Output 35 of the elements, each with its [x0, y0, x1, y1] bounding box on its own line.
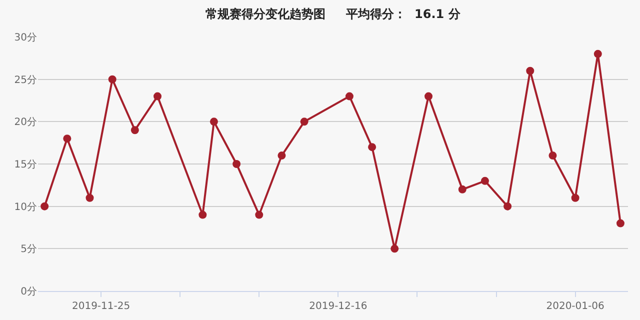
point — [154, 92, 162, 100]
point — [548, 152, 557, 160]
point — [63, 134, 72, 143]
point — [616, 219, 624, 228]
x-tick-label: 2019-11-25 — [72, 301, 130, 312]
point — [108, 75, 116, 84]
y-tick-label: 10分 — [14, 200, 37, 213]
y-tick-label: 5分 — [20, 243, 37, 256]
point — [390, 244, 399, 253]
x-tick-label: 2019-12-16 — [309, 301, 368, 312]
point — [345, 92, 354, 100]
chart-title: 常规赛得分变化趋势图 平均得分： 16.1 分 — [205, 7, 462, 21]
point — [300, 118, 308, 126]
y-tick-label: 15分 — [14, 158, 37, 170]
point — [594, 50, 602, 58]
point — [130, 126, 139, 134]
y-tick-label: 20分 — [14, 116, 37, 128]
point — [86, 194, 94, 202]
y-tick-label: 25分 — [14, 74, 37, 86]
point — [480, 176, 489, 185]
y-tick-label: 30分 — [14, 32, 37, 44]
x-tick-label: 2020-01-06 — [546, 301, 604, 312]
point — [198, 210, 207, 219]
y-tick-label: 0分 — [20, 286, 37, 298]
point — [40, 202, 49, 210]
point — [232, 160, 241, 168]
point — [504, 202, 512, 210]
point — [571, 194, 580, 202]
point — [424, 92, 433, 100]
point — [458, 185, 466, 194]
point — [278, 152, 286, 160]
point — [210, 118, 218, 126]
point — [368, 143, 376, 152]
point — [255, 210, 264, 219]
point — [526, 66, 534, 75]
